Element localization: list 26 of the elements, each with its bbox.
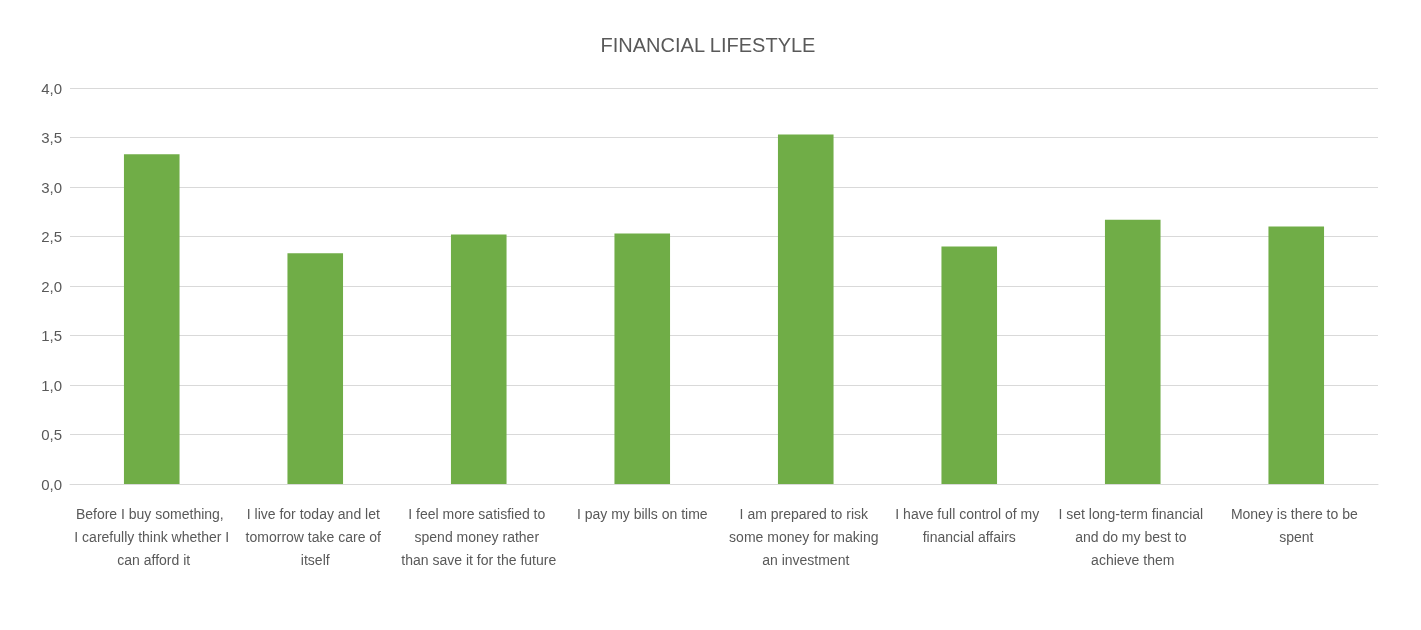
x-tick-label: I pay my bills on time <box>576 505 708 522</box>
bar <box>1104 219 1161 484</box>
bar <box>777 134 834 484</box>
bar <box>1268 226 1325 484</box>
x-tick-label: I am prepared to risk some money for making an investment <box>729 505 883 568</box>
chart-title: FINANCIAL LIFESTYLE <box>600 34 816 56</box>
y-tick-label: 2,5 <box>41 228 62 245</box>
y-tick-label: 0,0 <box>41 475 62 493</box>
bar <box>450 234 507 484</box>
y-tick-label: 1,5 <box>41 327 62 344</box>
bar <box>287 253 344 484</box>
y-tick-label: 1,0 <box>41 376 62 394</box>
y-tick-label: 3,0 <box>41 178 62 196</box>
bar <box>941 246 998 484</box>
y-tick-label: 2,0 <box>41 277 62 295</box>
bar <box>123 154 180 484</box>
y-tick-label: 3,5 <box>41 129 62 146</box>
y-tick-label: 0,5 <box>41 426 62 443</box>
x-tick-label: I have full control of my financial affairs <box>895 505 1044 545</box>
x-tick-label: I live for today and let tomorrow take care of itself <box>245 505 385 568</box>
y-tick-label: 4,0 <box>41 79 62 97</box>
x-tick-label: Before I buy something, I carefully think whether I can afford it <box>74 505 230 568</box>
x-tick-label: I set long-term financial and do my best to achieve them <box>1058 505 1208 568</box>
bar <box>614 233 671 484</box>
x-tick-label: I feel more satisfied to spend money rather than save it for the future <box>401 505 557 568</box>
x-tick-label: Money is there to be spent <box>1230 505 1362 545</box>
